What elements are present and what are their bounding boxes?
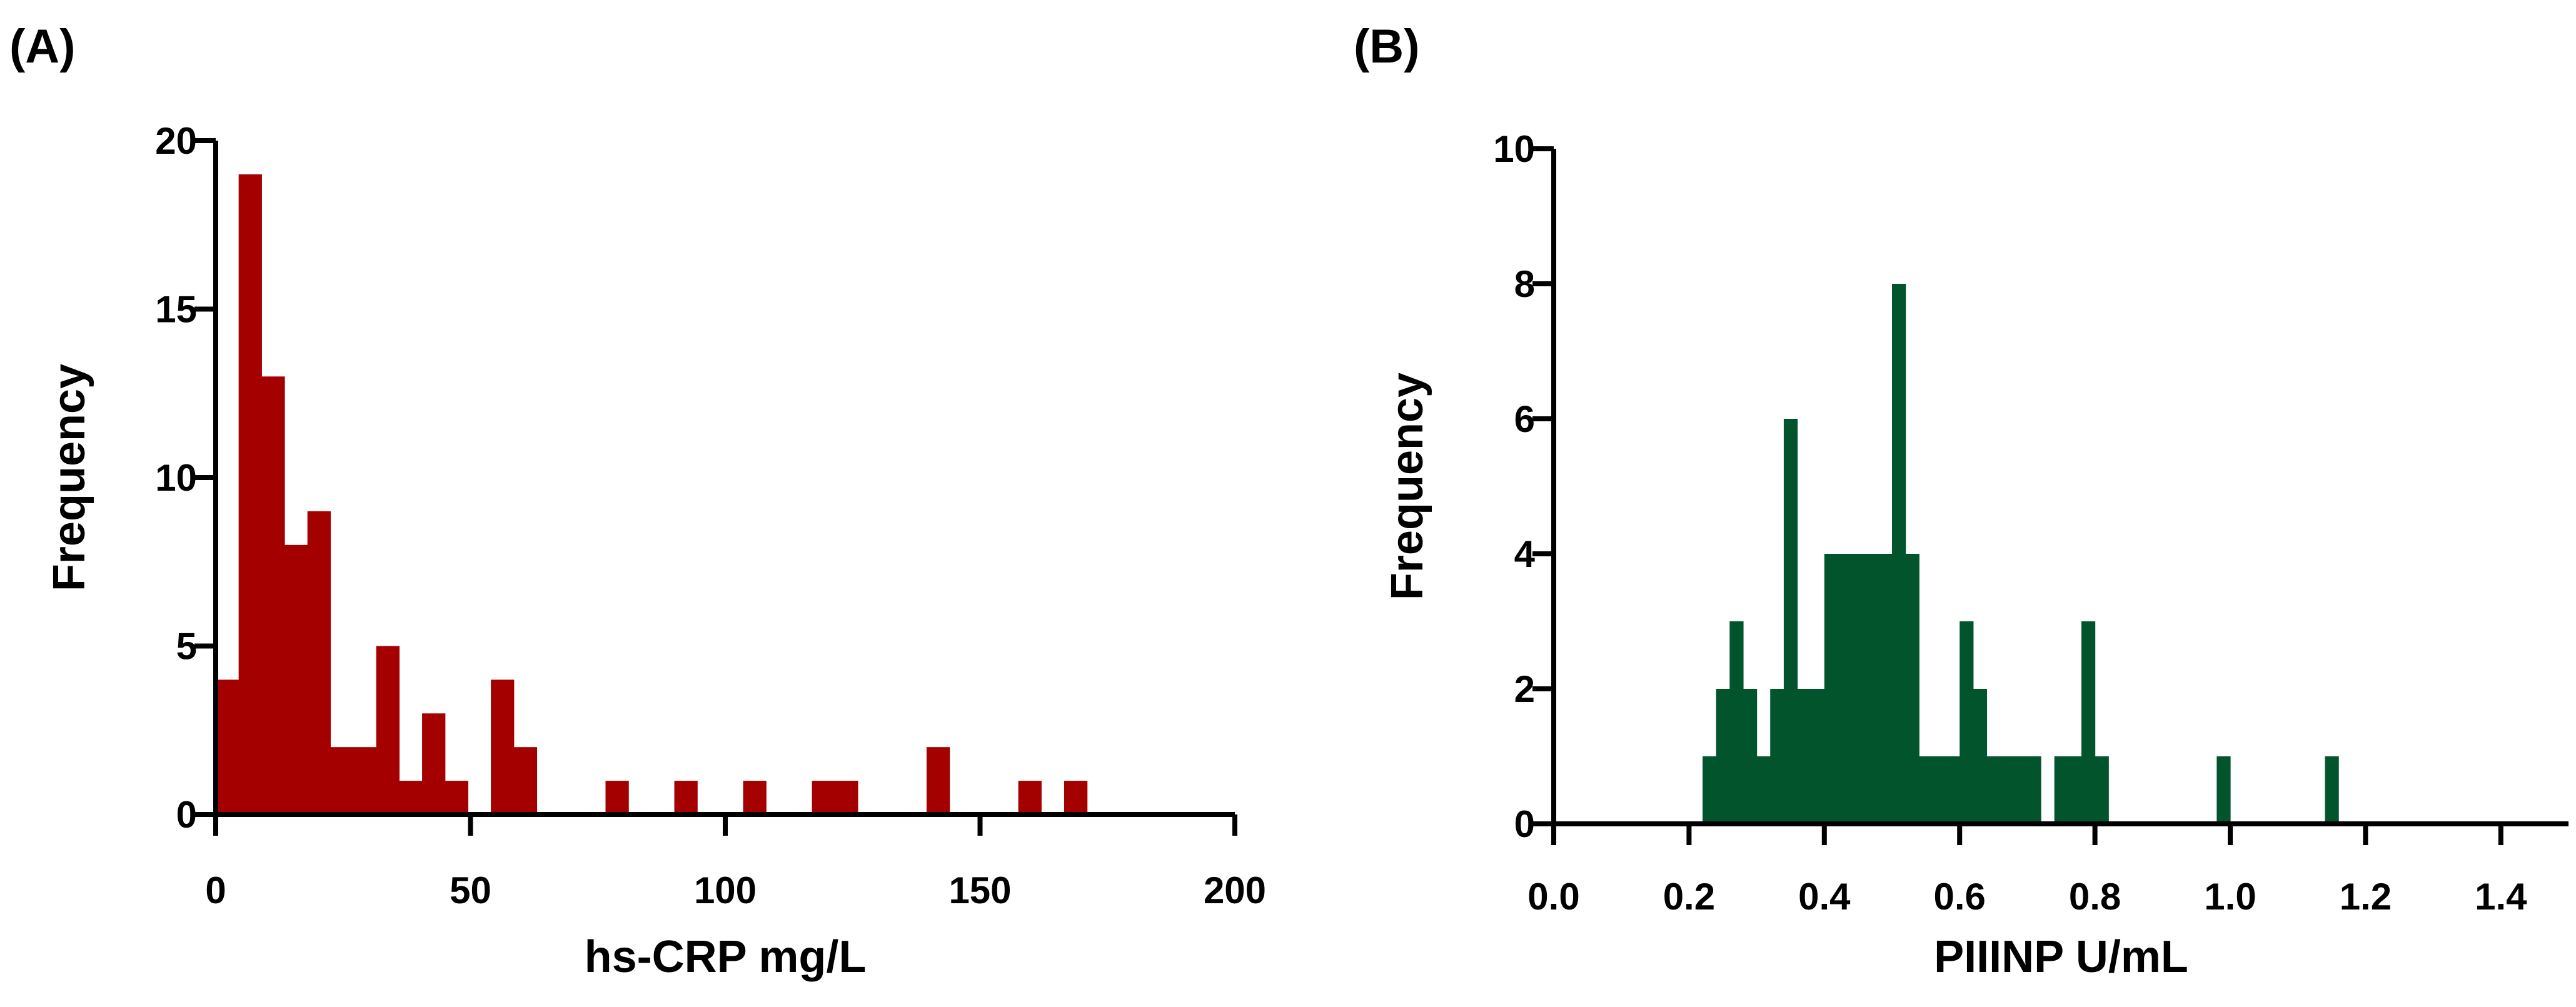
x-tick-label: 0: [205, 869, 226, 911]
x-tick-label: 0.2: [1663, 876, 1715, 918]
histogram-bar: [1973, 689, 1988, 824]
histogram-bar: [513, 747, 538, 814]
x-tick-label: 100: [694, 869, 757, 911]
histogram-bar: [2068, 756, 2082, 824]
histogram-bar: [1932, 756, 1947, 824]
histogram-bar: [1960, 621, 1974, 824]
histogram-bar: [1851, 554, 1866, 824]
histogram-bar: [2081, 621, 2096, 824]
histogram-bar: [1986, 756, 2001, 824]
histogram-bar: [1064, 781, 1088, 814]
histogram-bar: [835, 781, 858, 814]
y-tick-label: 10: [155, 457, 197, 499]
histogram-bar: [261, 376, 285, 814]
x-tick-label: 1.0: [2204, 876, 2256, 918]
histogram-bar: [1864, 554, 1879, 824]
histogram-bar: [1703, 756, 1717, 824]
histogram-bar: [1892, 284, 1906, 824]
histogram-bar: [812, 781, 835, 814]
histogram-bar: [399, 781, 423, 814]
y-tick-label: 20: [155, 120, 197, 162]
x-tick-label: 1.2: [2340, 876, 2392, 918]
y-tick-label: 8: [1514, 263, 1535, 305]
histogram-bar: [743, 781, 767, 814]
y-tick-label: 4: [1514, 533, 1536, 575]
y-tick-label: 0: [1514, 803, 1535, 845]
histogram-bar: [1716, 689, 1730, 824]
histogram-bar: [926, 747, 950, 814]
x-tick-label: 1.4: [2475, 876, 2527, 918]
x-axis-title: PIIINP U/mL: [1934, 932, 2188, 982]
histogram-bar: [376, 646, 400, 814]
y-tick-label: 2: [1514, 668, 1535, 710]
histogram-bar: [1756, 756, 1771, 824]
panel-label: (A): [9, 20, 76, 73]
x-tick-label: 200: [1204, 869, 1266, 911]
histogram-bar: [353, 747, 377, 814]
histogram-bar: [1878, 554, 1893, 824]
histogram-bar: [284, 544, 308, 814]
histogram-bar: [2013, 756, 2028, 824]
x-tick-label: 50: [450, 869, 491, 911]
histogram-bar: [1946, 756, 1960, 824]
y-axis-title: Frequency: [1382, 373, 1432, 600]
x-axis-title: hs-CRP mg/L: [585, 932, 867, 982]
histogram-bar: [2095, 756, 2109, 824]
histogram-bar: [1797, 689, 1811, 824]
x-tick-label: 0.6: [1933, 876, 1985, 918]
histogram-bar: [1838, 554, 1852, 824]
histogram-bar: [445, 781, 469, 814]
x-tick-label: 0.8: [2069, 876, 2121, 918]
histogram-bar: [422, 713, 446, 814]
histogram-bar: [2000, 756, 2015, 824]
histogram-bar: [2054, 756, 2068, 824]
x-tick-label: 0.4: [1798, 876, 1851, 918]
histogram-bar: [1824, 554, 1839, 824]
histogram-bar: [216, 679, 239, 814]
panel-b: (B) 0 2 4 6 8 10 0.0 0.2 0.4 0.6 0.8 1.0 1.2 1.4 PIIINP…: [1354, 20, 2568, 982]
y-axis-title: Frequency: [44, 364, 94, 591]
y-tick-label: 10: [1493, 128, 1535, 170]
x-tick-label: 0.0: [1527, 876, 1579, 918]
histogram-bar: [330, 747, 354, 814]
histogram-bar: [1811, 689, 1825, 824]
histogram-bar: [491, 679, 515, 814]
histogram-bar: [1743, 689, 1758, 824]
histogram-bar: [2325, 756, 2339, 824]
histogram-bar: [1770, 689, 1784, 824]
histogram-bar: [1783, 419, 1798, 824]
y-tick-label: 15: [155, 289, 197, 331]
histogram-bar: [2027, 756, 2041, 824]
histogram-bar: [2216, 756, 2231, 824]
y-tick-label: 6: [1514, 398, 1535, 440]
histogram-bar: [238, 174, 262, 814]
panel-label: (B): [1354, 20, 1420, 73]
histogram-bar: [1905, 554, 1919, 824]
histogram-bar: [674, 781, 698, 814]
y-tick-label: 0: [176, 794, 197, 836]
histogram-bar: [1729, 621, 1744, 824]
y-tick-label: 5: [176, 626, 197, 668]
histogram-bar: [605, 781, 629, 814]
histogram-bar: [307, 511, 331, 814]
histogram-bar: [1018, 781, 1042, 814]
histogram-bar: [1919, 756, 1933, 824]
x-tick-label: 150: [948, 869, 1011, 911]
